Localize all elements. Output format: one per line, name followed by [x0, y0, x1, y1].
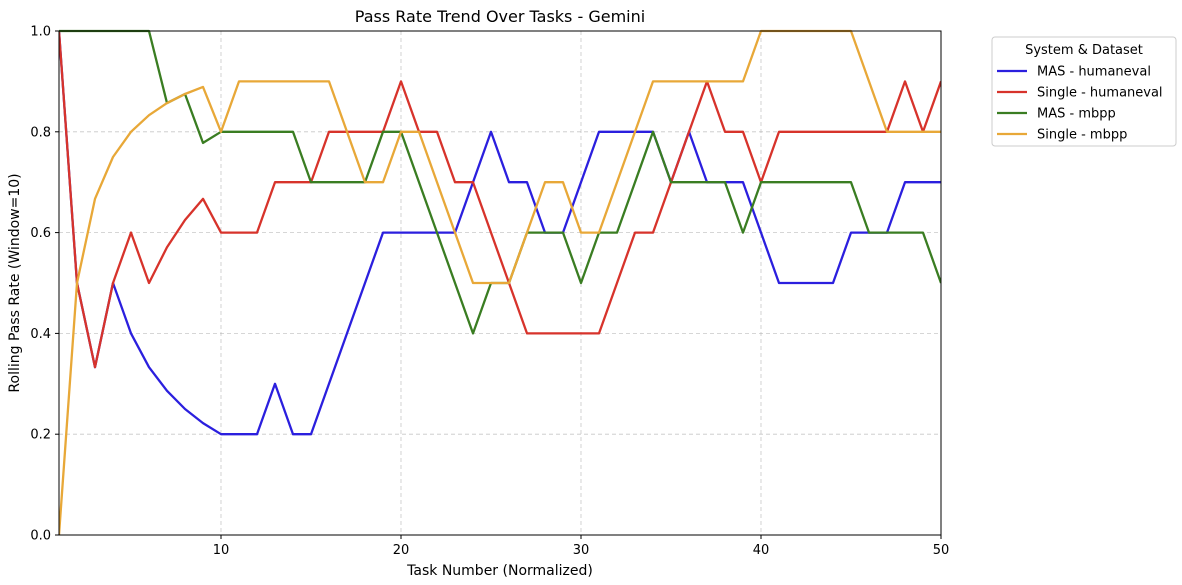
series-line-mas-humaneval: [59, 30, 941, 436]
x-tick-label: 50: [933, 543, 950, 558]
y-tick-label: 0.6: [30, 226, 51, 241]
plot-area-frame: [58, 30, 942, 536]
x-axis-title: Task Number (Normalized): [406, 563, 593, 579]
y-tick-label: 0.2: [30, 428, 51, 443]
legend-label-mas-mbpp: MAS - mbpp: [1037, 107, 1116, 122]
legend-box: [991, 36, 1177, 147]
x-tick-label: 40: [753, 543, 770, 558]
y-tick-label: 0.0: [30, 529, 51, 544]
y-tick-label: 0.4: [30, 327, 51, 342]
x-tick-label: 20: [393, 543, 410, 558]
legend: System & Dataset MAS - humaneval Single -…: [991, 36, 1177, 147]
legend-label-single-mbpp: Single - mbpp: [1037, 128, 1127, 143]
y-tick-label: 0.8: [30, 125, 51, 140]
x-tick-label: 10: [213, 543, 230, 558]
series-line-single-humaneval: [59, 30, 941, 369]
legend-entries: MAS - humaneval Single - humaneval MAS - m…: [997, 65, 1163, 143]
y-axis-title: Rolling Pass Rate (Window=10): [7, 173, 23, 392]
legend-title: System & Dataset: [1025, 43, 1143, 58]
x-tick-label: 30: [573, 543, 590, 558]
chart-title: Pass Rate Trend Over Tasks - Gemini: [355, 7, 645, 26]
legend-label-mas-humaneval: MAS - humaneval: [1037, 65, 1151, 80]
legend-label-single-humaneval: Single - humaneval: [1037, 86, 1163, 101]
axis-ticks: 0.0 0.2 0.4 0.6 0.8 1.0 10 20 30 40 50: [30, 25, 949, 559]
y-tick-label: 1.0: [30, 25, 51, 40]
